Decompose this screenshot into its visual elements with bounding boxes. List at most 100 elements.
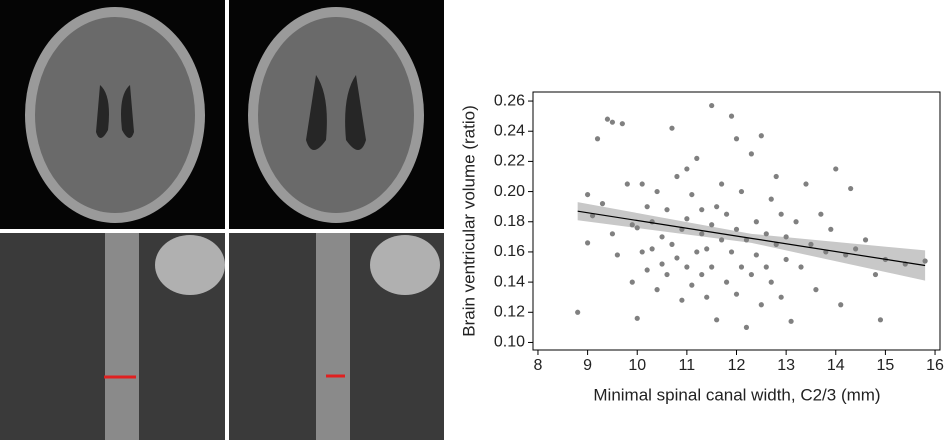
brain-inner	[35, 17, 195, 213]
cerebellum	[155, 235, 225, 295]
point	[649, 246, 655, 252]
point	[719, 237, 725, 243]
point	[743, 237, 750, 243]
point	[723, 279, 730, 285]
x-axis-label: Minimal spinal canal width, C2/3 (mm)	[593, 385, 880, 404]
point	[634, 225, 640, 231]
point	[584, 240, 591, 246]
point	[743, 324, 750, 330]
y-axis-label: Brain ventricular volume (ratio)	[459, 105, 478, 336]
point	[694, 155, 700, 161]
point	[753, 219, 759, 225]
point	[704, 246, 710, 252]
x-tick-label: 15	[877, 357, 895, 374]
point	[679, 297, 685, 303]
point	[738, 264, 745, 270]
y-tick-label: 0.18	[494, 213, 525, 230]
x-tick-label: 10	[628, 357, 646, 374]
ventricles	[306, 75, 366, 150]
point	[773, 173, 779, 180]
ventricles	[96, 85, 134, 139]
point	[733, 226, 740, 232]
point	[609, 231, 616, 237]
y-tick-label: 0.14	[494, 273, 525, 290]
point	[758, 302, 764, 308]
point	[704, 294, 710, 300]
point	[689, 282, 695, 288]
point	[714, 317, 720, 323]
point	[733, 291, 740, 297]
point	[778, 294, 784, 300]
point	[644, 267, 650, 273]
x-tick-label: 9	[583, 357, 592, 374]
point	[709, 264, 715, 270]
point	[803, 181, 809, 187]
point	[753, 252, 759, 258]
point	[659, 261, 665, 267]
point	[719, 181, 725, 187]
point	[644, 204, 650, 210]
point	[828, 226, 834, 232]
point	[639, 249, 645, 255]
point	[694, 249, 700, 255]
y-tick-label: 0.24	[494, 122, 525, 139]
point	[629, 222, 635, 228]
y-tick-label: 0.12	[494, 303, 525, 320]
spinal-cord	[316, 233, 350, 440]
point	[862, 237, 869, 243]
point	[748, 271, 754, 278]
point	[798, 264, 804, 270]
point	[674, 173, 680, 180]
point	[833, 166, 839, 172]
point	[654, 188, 660, 195]
point	[748, 151, 754, 157]
point	[758, 133, 764, 139]
point	[594, 136, 601, 142]
x-tick-label: 12	[728, 357, 746, 374]
fit-line	[577, 210, 926, 267]
x-tick-label: 16	[926, 357, 944, 374]
point	[689, 191, 695, 198]
point	[778, 211, 784, 217]
point	[877, 317, 884, 323]
x-tick-label: 11	[679, 357, 696, 374]
point	[669, 125, 675, 131]
brain-inner	[258, 17, 414, 213]
point	[699, 207, 705, 213]
point	[714, 204, 720, 210]
point	[709, 102, 715, 109]
y-tick-label: 0.22	[494, 153, 525, 170]
point	[728, 249, 735, 255]
y-tick-label: 0.26	[494, 92, 525, 109]
point	[699, 231, 705, 237]
x-tick-label: 8	[534, 357, 543, 374]
mri-panels	[0, 0, 444, 440]
y-tick-label: 0.10	[494, 334, 525, 351]
point	[684, 216, 690, 222]
spinal-cord	[105, 233, 139, 440]
point	[848, 185, 854, 192]
point	[788, 318, 794, 324]
point	[773, 241, 779, 247]
point	[684, 166, 690, 172]
point	[763, 264, 769, 270]
point	[659, 234, 665, 240]
point	[723, 211, 730, 217]
y-tick-label: 0.20	[494, 183, 525, 200]
point	[783, 234, 789, 240]
point	[639, 181, 645, 187]
point	[584, 191, 591, 198]
point	[604, 116, 611, 122]
point	[783, 256, 789, 263]
point	[793, 219, 799, 225]
point	[684, 264, 690, 270]
cerebellum	[370, 235, 440, 295]
scatter-plot: Minimal spinal canal width, C2/3 (mm) Br…	[459, 91, 944, 404]
point	[674, 255, 680, 261]
point	[733, 136, 740, 142]
point	[664, 207, 670, 213]
point	[614, 252, 620, 258]
point	[575, 309, 581, 315]
point	[654, 287, 660, 293]
